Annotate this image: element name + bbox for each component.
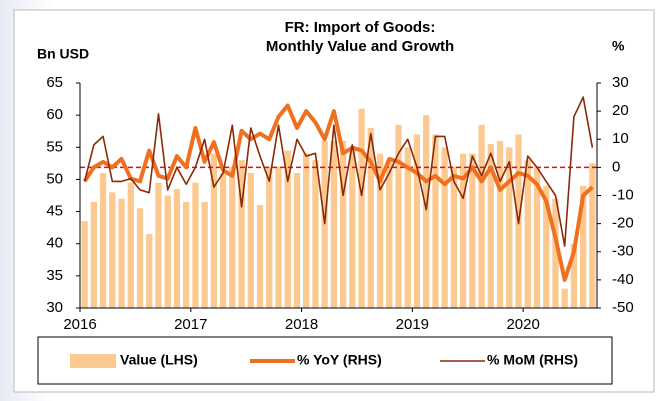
bar [496,140,504,308]
line-series [82,103,594,282]
legend-swatch [70,354,116,368]
bar [136,208,144,308]
y-tick-label: 40 [46,235,63,252]
bar [118,198,125,308]
y-tick-label: 50 [46,170,63,187]
y2-tick-label: -50 [612,299,634,316]
y-tick-label: 35 [46,267,63,284]
bar [376,153,384,308]
legend-label: % YoY (RHS) [297,352,382,368]
y-tick-label: 45 [46,203,63,220]
chart-subtitle: Monthly Value and Growth [266,38,454,55]
bar [219,173,227,308]
bar [312,160,319,308]
bar [404,147,411,308]
bar [321,140,328,308]
y-tick-label: 55 [46,138,63,155]
y2-tick-label: 0 [612,158,620,175]
bar [146,234,153,308]
y2-tick-label: 30 [612,74,629,91]
bar [201,201,208,308]
y2-axis-label: % [612,38,625,54]
bar [469,153,476,308]
bar [395,124,402,309]
legend-label: Value (LHS) [120,352,198,368]
legend-box [37,336,613,385]
bar [367,128,374,308]
y2-tick-label: -10 [612,186,634,203]
y2-tick-label: 10 [612,130,629,147]
y-tick-label: 30 [46,299,63,316]
bar [478,124,485,309]
bar [413,134,421,308]
bar [386,160,393,308]
y2-tick-label: -40 [612,271,634,288]
bar [552,198,559,308]
x-tick-label: 2016 [63,316,96,333]
bar [330,140,338,308]
x-tick-label: 2020 [506,316,539,333]
bar [423,115,430,309]
y2-tick-label: 20 [612,102,629,119]
y-tick-label: 65 [46,74,63,91]
bar [229,166,236,308]
bar [238,160,245,308]
bar [164,195,171,308]
y-axis-label: Bn USD [37,46,89,62]
x-tick-label: 2017 [174,316,207,333]
bar [580,185,587,308]
bar [432,134,439,308]
bar [81,221,88,308]
bar [192,182,199,308]
bar [524,160,531,308]
bar [275,166,282,308]
bar [183,201,190,308]
bar [533,166,541,308]
bar [256,205,264,308]
bar [561,288,568,308]
bar [247,173,254,308]
y2-tick-label: -20 [612,215,634,232]
bar [358,108,365,308]
bar [487,144,494,308]
chart-title: FR: Import of Goods: [285,19,436,36]
y2-tick-label: -30 [612,243,634,260]
bar [339,140,347,308]
bar [109,192,116,308]
bar [210,153,218,308]
legend-label: % MoM (RHS) [487,352,578,368]
x-tick-label: 2018 [285,316,318,333]
bar [303,153,310,308]
bar [173,189,181,308]
bar [441,147,448,308]
bar [543,185,550,308]
bar [284,150,291,308]
bar [266,166,273,308]
bar [459,153,467,308]
bar [127,182,134,308]
bar [589,163,596,308]
bar [99,173,107,308]
bar [90,201,97,308]
y-tick-label: 60 [46,106,63,123]
line-series [83,96,594,247]
bar [293,173,301,308]
bar [349,147,356,308]
x-tick-label: 2019 [396,316,429,333]
bar [450,166,458,308]
bar [155,182,162,308]
bar [570,243,578,308]
bar [506,147,513,308]
